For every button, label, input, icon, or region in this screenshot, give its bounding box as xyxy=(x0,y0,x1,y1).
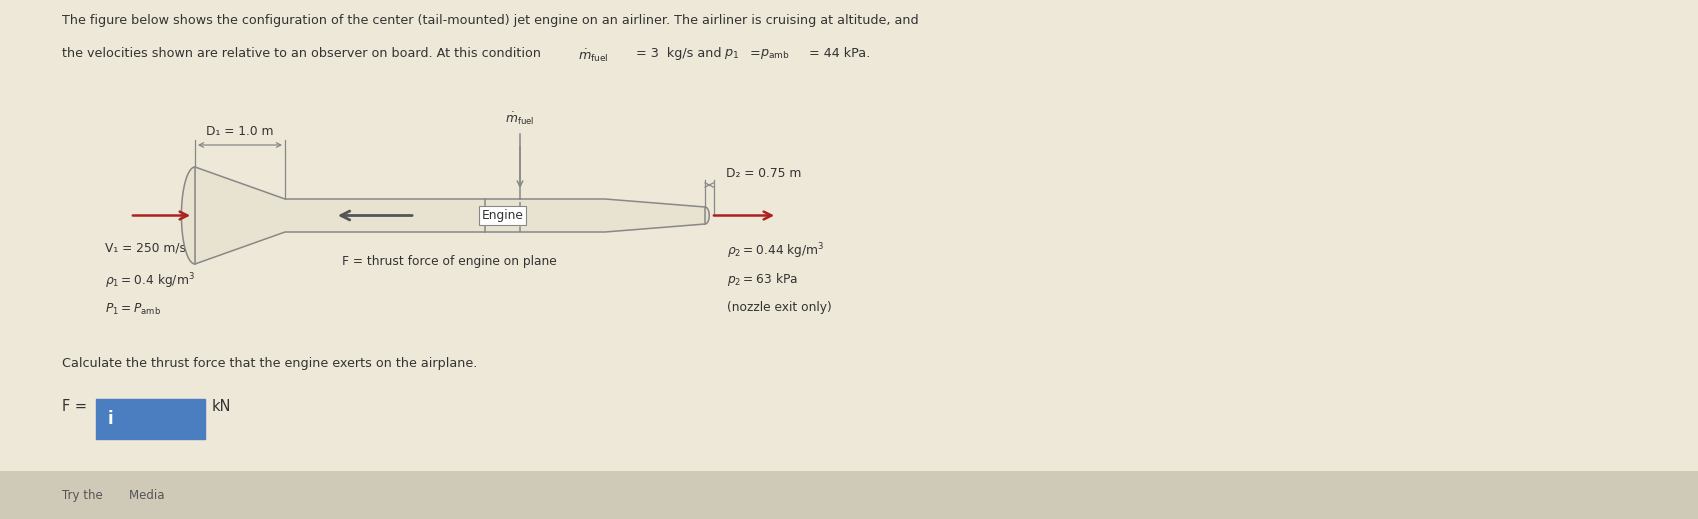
Text: $p_\mathrm{amb}$: $p_\mathrm{amb}$ xyxy=(759,47,790,61)
Text: = 3  kg/s and: = 3 kg/s and xyxy=(632,47,725,60)
Polygon shape xyxy=(705,207,708,224)
Text: (nozzle exit only): (nozzle exit only) xyxy=(727,302,832,315)
Text: $\dot{m}_\mathrm{fuel}$: $\dot{m}_\mathrm{fuel}$ xyxy=(504,111,535,127)
Text: V₁ = 250 m/s: V₁ = 250 m/s xyxy=(105,241,185,254)
Text: D₂ = 0.75 m: D₂ = 0.75 m xyxy=(725,167,800,180)
Text: i: i xyxy=(107,410,112,428)
Text: kN: kN xyxy=(212,399,231,414)
Text: The figure below shows the configuration of the center (tail-mounted) jet engine: The figure below shows the configuration… xyxy=(61,14,919,27)
Text: F = thrust force of engine on plane: F = thrust force of engine on plane xyxy=(341,255,557,268)
Text: D₁ = 1.0 m: D₁ = 1.0 m xyxy=(205,125,273,138)
FancyBboxPatch shape xyxy=(0,471,1698,519)
FancyBboxPatch shape xyxy=(97,399,205,439)
Text: $\dot{m}_\mathrm{fuel}$: $\dot{m}_\mathrm{fuel}$ xyxy=(577,47,608,64)
Text: $P_1 = P_\mathrm{amb}$: $P_1 = P_\mathrm{amb}$ xyxy=(105,302,161,317)
Text: = 44 kPa.: = 44 kPa. xyxy=(805,47,869,60)
Text: Try the       Media: Try the Media xyxy=(61,488,165,501)
Text: $\rho_1 = 0.4\ \mathrm{kg/m}^3$: $\rho_1 = 0.4\ \mathrm{kg/m}^3$ xyxy=(105,271,195,291)
Text: $p_2 = 63\ \mathrm{kPa}$: $p_2 = 63\ \mathrm{kPa}$ xyxy=(727,271,798,289)
Text: Engine: Engine xyxy=(481,209,523,222)
Text: F =: F = xyxy=(61,399,92,414)
Polygon shape xyxy=(195,167,705,264)
Text: $\rho_2 = 0.44\ \mathrm{kg/m}^3$: $\rho_2 = 0.44\ \mathrm{kg/m}^3$ xyxy=(727,241,824,261)
Text: $p_1$: $p_1$ xyxy=(723,47,739,61)
Polygon shape xyxy=(182,167,195,264)
Text: =: = xyxy=(745,47,764,60)
Text: the velocities shown are relative to an observer on board. At this condition: the velocities shown are relative to an … xyxy=(61,47,545,60)
Text: Calculate the thrust force that the engine exerts on the airplane.: Calculate the thrust force that the engi… xyxy=(61,357,477,370)
